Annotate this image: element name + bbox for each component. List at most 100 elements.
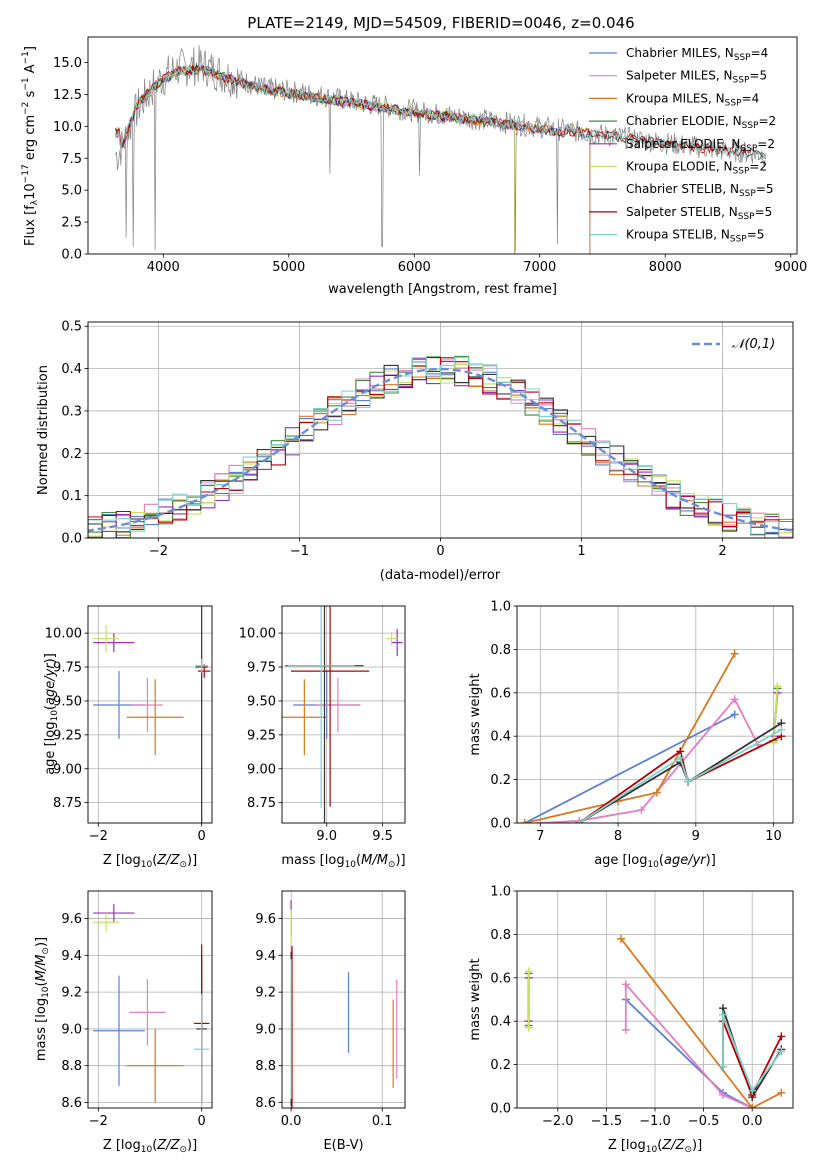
x-tick-label: 9.0 xyxy=(316,829,337,844)
axes-frame xyxy=(281,890,406,1109)
axes-frame xyxy=(87,890,213,1109)
grid-lines xyxy=(282,891,405,1108)
legend-entry-count: =2 xyxy=(757,137,775,151)
mass-weight-marker xyxy=(616,934,625,943)
y-tick-label: 15.0 xyxy=(53,56,82,71)
axes-frame xyxy=(516,890,794,1109)
axes-frame xyxy=(87,36,798,255)
legend-entry: Salpeter STELIB, NSSP=5 xyxy=(626,205,772,222)
y-tick-label: 0.4 xyxy=(61,362,82,377)
y-tick-label: 9.4 xyxy=(61,949,82,964)
y-tick-label: 0.5 xyxy=(61,320,82,335)
y-tick-label: 0.6 xyxy=(490,686,511,701)
legend-entry-text: Salpeter MILES, N xyxy=(626,69,733,83)
legend-entry: Salpeter MILES, NSSP=5 xyxy=(626,69,767,86)
legend-entry-count: =2 xyxy=(749,160,767,174)
mass-weight-marker xyxy=(777,1047,786,1056)
mass-weight-vs-age-panel: 7 8 9 10 0.0 0.2 0.4 0.6 0.8 1.0 age [log10(age/yr… xyxy=(468,600,794,870)
y-tick-label: 0.0 xyxy=(61,248,82,263)
plot-area xyxy=(93,606,211,823)
y-tick-label: 8.75 xyxy=(53,796,82,811)
y-tick-label: 9.50 xyxy=(247,694,276,709)
x-tick-label: 0 xyxy=(198,829,206,844)
spectrum-panel: 4000 5000 6000 7000 8000 9000 0.0 2.5 5.0 7.5 10.0… xyxy=(21,36,807,297)
mass-weight-marker xyxy=(730,649,739,658)
x-tick-label: 0.0 xyxy=(742,1114,763,1129)
y-tick-label: 0.4 xyxy=(490,1015,511,1030)
mass-weight-series-line xyxy=(578,735,782,823)
mass-weight-marker xyxy=(676,753,685,762)
legend-entry: Salpeter ELODIE, NSSP=2 xyxy=(626,137,775,154)
y-tick-label: 9.00 xyxy=(247,762,276,777)
x-axis-label: E(B-V) xyxy=(323,1138,363,1153)
y-tick-label: 0.4 xyxy=(490,730,511,745)
legend-entry: Kroupa MILES, NSSP=4 xyxy=(626,91,759,108)
y-tick-label: 8.8 xyxy=(61,1059,82,1074)
normal-pdf-curve xyxy=(88,367,793,532)
mass-weight-series-line xyxy=(620,938,782,1108)
axes-frame xyxy=(281,605,406,824)
axes-frame xyxy=(87,321,794,539)
x-tick-label: −2 xyxy=(149,544,168,559)
mass-weight-series-line xyxy=(722,1014,783,1093)
x-tick-label: −2.0 xyxy=(542,1114,574,1129)
legend-entry-text: Salpeter STELIB, N xyxy=(626,205,738,219)
y-tick-label: 5.0 xyxy=(61,184,82,199)
x-tick-label: 9 xyxy=(692,829,700,844)
x-tick-label: 0 xyxy=(436,544,444,559)
mass-weight-series-line xyxy=(578,728,782,823)
x-axis-label: wavelength [Angstrom, rest frame] xyxy=(328,282,557,297)
y-tick-label: 0.1 xyxy=(61,489,82,504)
y-tick-label: 0.8 xyxy=(490,928,511,943)
legend-entry-text: Kroupa MILES, N xyxy=(626,91,725,105)
mass-weight-series-line xyxy=(625,998,753,1108)
x-tick-label: 2 xyxy=(718,544,726,559)
mass-weight-marker xyxy=(524,967,533,976)
legend-entry: Chabrier ELODIE, NSSP=2 xyxy=(626,114,776,131)
mass-weight-marker xyxy=(637,805,646,814)
legend-entry-subscript: SSP xyxy=(739,189,756,199)
grid-lines xyxy=(517,890,793,1109)
mass-weight-marker xyxy=(536,819,545,823)
legend-entry-subscript: SSP xyxy=(742,121,759,131)
y-tick-label: 9.75 xyxy=(53,661,82,676)
legend-entry: Kroupa STELIB, NSSP=5 xyxy=(626,228,764,245)
mass-vs-metallicity-panel: −2 0 8.6 8.8 9.0 9.2 9.4 9.6 Z [log10(Z/Z⊙)] mass… xyxy=(34,890,213,1155)
y-tick-label: 9.25 xyxy=(53,728,82,743)
x-tick-label: 7 xyxy=(536,829,544,844)
y-tick-label: 1.0 xyxy=(490,885,511,900)
residual-histogram-panel: −2 −1 0 1 2 0.0 0.1 0.2 0.3 0.4 0.5 𝒩(0,1) (data-mod… xyxy=(36,320,794,583)
mass-weight-marker xyxy=(777,725,786,734)
age-vs-mass-panel: 9.0 9.5 8.75 9.00 9.25 9.50 9.75 10.00 mass [log… xyxy=(239,605,406,870)
legend-entry-count: =5 xyxy=(755,205,773,219)
y-axis-label: mass [log10(M/M⊙)] xyxy=(34,937,51,1061)
y-tick-label: 0.2 xyxy=(490,1058,511,1073)
y-tick-label: 2.5 xyxy=(61,216,82,231)
legend-entry: Chabrier MILES, NSSP=4 xyxy=(626,46,768,63)
y-axis-label: Normed distribution xyxy=(36,365,51,495)
y-axis-label: mass weight xyxy=(468,958,483,1040)
legend-entry-subscript: SSP xyxy=(734,53,751,63)
mass-weight-series-line xyxy=(624,981,753,1108)
x-tick-label: 5000 xyxy=(272,260,305,275)
y-tick-label: 8.8 xyxy=(255,1059,276,1074)
legend-entry-text: Chabrier MILES, N xyxy=(626,46,734,60)
axes-frame xyxy=(87,605,213,824)
mass-weight-marker xyxy=(621,980,630,989)
x-tick-label: 1 xyxy=(577,544,585,559)
x-tick-label: −1 xyxy=(290,544,309,559)
legend-entry-count: =2 xyxy=(758,114,776,128)
y-tick-label: 9.0 xyxy=(61,1022,82,1037)
y-tick-label: 0.8 xyxy=(490,643,511,658)
mass-weight-marker xyxy=(684,777,693,786)
mass-weight-marker xyxy=(773,682,782,691)
mass-weight-marker xyxy=(524,1023,533,1032)
figure-title: PLATE=2149, MJD=54509, FIBERID=0046, z=0… xyxy=(247,14,634,32)
x-tick-label: −2 xyxy=(89,1114,108,1129)
legend-entry-text: Chabrier ELODIE, N xyxy=(626,114,742,128)
plot-area xyxy=(93,903,210,1105)
legend-entry-count: =5 xyxy=(747,228,765,242)
x-axis-label: Z [log10(Z/Z⊙)] xyxy=(103,853,197,870)
y-tick-label: 10.0 xyxy=(53,120,82,135)
legend-entry: Kroupa ELODIE, NSSP=2 xyxy=(626,160,767,177)
